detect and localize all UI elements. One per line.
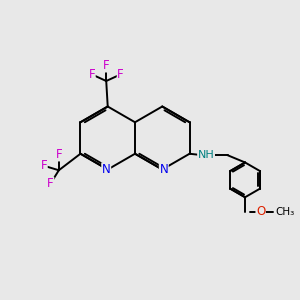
Text: N: N xyxy=(159,163,168,176)
Text: F: F xyxy=(56,148,62,161)
Text: F: F xyxy=(117,68,124,81)
Text: CH₃: CH₃ xyxy=(276,207,295,217)
Text: F: F xyxy=(40,159,47,172)
Text: NH: NH xyxy=(198,150,214,160)
Text: N: N xyxy=(102,163,111,176)
Text: F: F xyxy=(103,59,110,72)
Text: F: F xyxy=(47,177,54,190)
Text: F: F xyxy=(88,68,95,81)
Text: O: O xyxy=(256,205,265,218)
